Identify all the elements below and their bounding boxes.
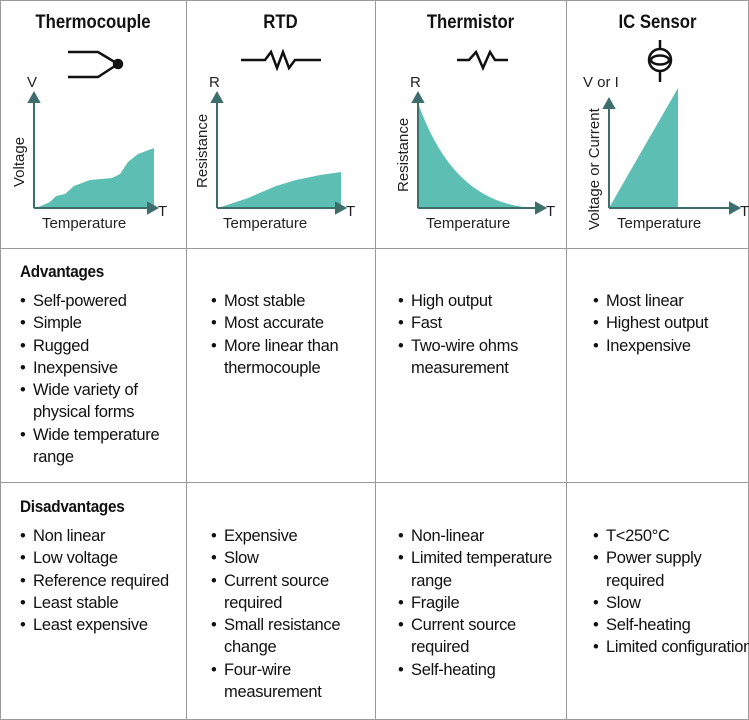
list-item: Slow: [593, 592, 749, 615]
x-axis-label: Temperature: [42, 215, 126, 232]
header-thermocouple: Thermocouple V Voltage T Temperature: [0, 0, 186, 248]
advantages-list: Self-poweredSimpleRuggedInexpensiveWide …: [20, 290, 190, 468]
disadvantages-thermistor: Non-linearLimited temperature rangeFragi…: [398, 525, 568, 681]
list-item: Wide variety of physical forms: [20, 379, 190, 424]
advantages-list: Most linearHighest outputInexpensive: [593, 290, 749, 357]
advantages-heading: Advantages: [20, 262, 105, 281]
x-axis-symbol: T: [546, 203, 555, 220]
list-item: Most linear: [593, 290, 749, 313]
list-item: Four-wire measurement: [211, 659, 381, 704]
rtd-chart: R Resistance T Temperature: [194, 48, 355, 232]
list-item: Limited configurations: [593, 636, 749, 659]
axes: [27, 90, 160, 215]
list-item: Power supply required: [593, 547, 749, 592]
list-item: Low voltage: [20, 547, 190, 570]
current-source-icon: [647, 40, 673, 82]
axes: [210, 90, 348, 215]
resistance-curve: [218, 172, 341, 208]
thermistor-chart: R Resistance T Temperature: [395, 49, 555, 232]
advantages-ic-sensor: Most linearHighest outputInexpensive: [593, 290, 749, 357]
list-item: Most accurate: [211, 312, 381, 335]
column-title: IC Sensor: [618, 12, 697, 33]
ic-sensor-chart: V or I Voltage or Current T Temperature: [583, 40, 749, 232]
y-axis-symbol: R: [209, 74, 220, 91]
x-axis-label: Temperature: [223, 215, 307, 232]
column-title: Thermistor: [426, 12, 515, 33]
header-ic-sensor: IC Sensor V or I Voltage or Current T Te…: [566, 0, 749, 248]
resistance-curve: [418, 103, 535, 208]
disadvantages-rtd: ExpensiveSlowCurrent source requiredSmal…: [211, 525, 381, 703]
list-item: Highest output: [593, 312, 749, 335]
axes: [602, 96, 742, 215]
y-axis-symbol: V or I: [583, 74, 619, 91]
list-item: Inexpensive: [593, 335, 749, 358]
list-item: Small resistance change: [211, 614, 381, 659]
list-item: Non-linear: [398, 525, 568, 548]
list-item: Fast: [398, 312, 568, 335]
list-item: Current source required: [211, 570, 381, 615]
y-axis-label: Resistance: [395, 118, 412, 192]
y-axis-label: Resistance: [194, 114, 211, 188]
y-axis-symbol: R: [410, 74, 421, 91]
thermocouple-chart: V Voltage T Temperature: [11, 50, 167, 232]
x-axis-symbol: T: [158, 203, 167, 220]
y-axis-label: Voltage: [11, 137, 28, 187]
list-item: Non linear: [20, 525, 190, 548]
list-item: Rugged: [20, 335, 190, 358]
disadvantages-list: ExpensiveSlowCurrent source requiredSmal…: [211, 525, 381, 703]
list-item: Reference required: [20, 570, 190, 593]
advantages-thermistor: High outputFastTwo-wire ohms measurement: [398, 290, 568, 379]
list-item: Expensive: [211, 525, 381, 548]
x-axis-symbol: T: [740, 203, 749, 220]
x-axis-label: Temperature: [617, 215, 701, 232]
disadvantages-thermocouple: Disadvantages Non linearLow voltageRefer…: [20, 497, 190, 637]
y-axis-symbol: V: [27, 74, 37, 91]
column-title: Thermocouple: [35, 12, 151, 33]
list-item: Least expensive: [20, 614, 190, 637]
list-item: Self-heating: [593, 614, 749, 637]
list-item: High output: [398, 290, 568, 313]
list-item: Most stable: [211, 290, 381, 313]
header-thermistor: Thermistor R Resistance T Temperature: [375, 0, 566, 248]
list-item: Least stable: [20, 592, 190, 615]
header-rtd: RTD R Resistance T Temperature: [186, 0, 375, 248]
list-item: Simple: [20, 312, 190, 335]
voltage-curve: [36, 148, 154, 208]
output-line: [609, 88, 678, 208]
list-item: More linear than thermocouple: [211, 335, 381, 380]
column-title: RTD: [263, 12, 298, 33]
advantages-rtd: Most stableMost accurateMore linear than…: [211, 290, 381, 379]
thermocouple-junction-icon: [68, 50, 124, 79]
list-item: Self-powered: [20, 290, 190, 313]
disadvantages-list: T<250°CPower supply requiredSlowSelf-hea…: [593, 525, 749, 659]
disadvantages-heading: Disadvantages: [20, 497, 125, 516]
list-item: Two-wire ohms measurement: [398, 335, 568, 380]
advantages-thermocouple: Advantages Self-poweredSimpleRuggedInexp…: [20, 262, 190, 468]
disadvantages-ic-sensor: T<250°CPower supply requiredSlowSelf-hea…: [593, 525, 749, 659]
list-item: Limited temperature range: [398, 547, 568, 592]
disadvantages-list: Non-linearLimited temperature rangeFragi…: [398, 525, 568, 681]
advantages-list: High outputFastTwo-wire ohms measurement: [398, 290, 568, 379]
x-axis-label: Temperature: [426, 215, 510, 232]
advantages-list: Most stableMost accurateMore linear than…: [211, 290, 381, 379]
disadvantages-list: Non linearLow voltageReference requiredL…: [20, 525, 190, 637]
list-item: T<250°C: [593, 525, 749, 548]
list-item: Wide temperature range: [20, 424, 190, 469]
list-item: Slow: [211, 547, 381, 570]
x-axis-symbol: T: [346, 203, 355, 220]
list-item: Current source required: [398, 614, 568, 659]
thermistor-icon: [457, 49, 508, 72]
list-item: Self-heating: [398, 659, 568, 682]
y-axis-label: Voltage or Current: [586, 107, 603, 230]
list-item: Inexpensive: [20, 357, 190, 380]
list-item: Fragile: [398, 592, 568, 615]
axes: [411, 90, 548, 215]
resistor-icon: [241, 48, 321, 72]
